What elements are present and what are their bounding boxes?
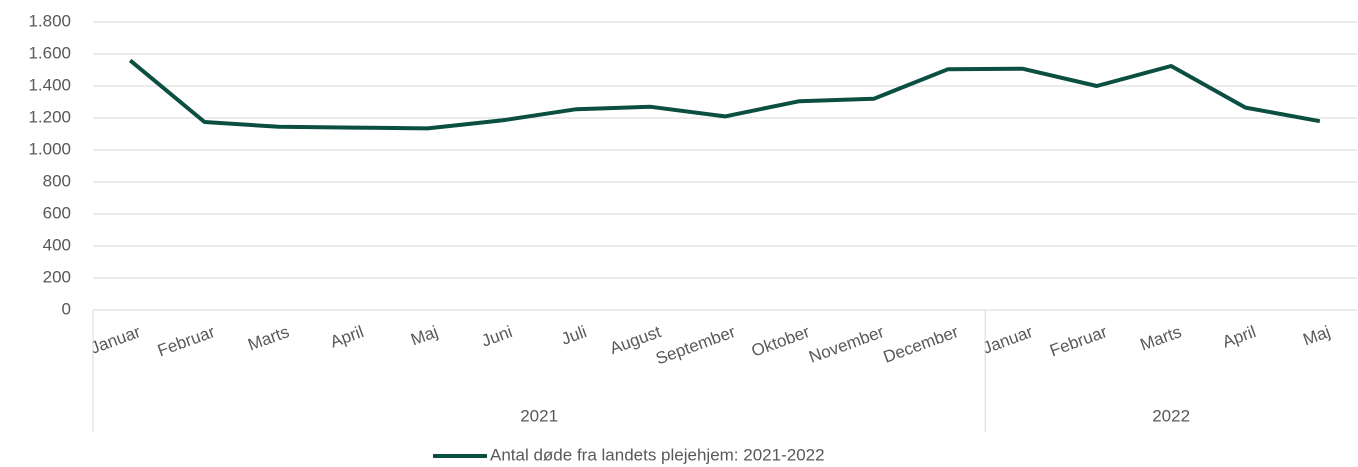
x-tick-label: Oktober: [749, 322, 813, 361]
x-tick-label: April: [328, 322, 366, 351]
x-tick-label: Marts: [1138, 322, 1184, 354]
y-tick-label: 1.400: [28, 75, 71, 94]
x-tick-label: Maj: [1300, 322, 1332, 349]
y-tick-label: 0: [62, 299, 71, 318]
x-tick-label: Juni: [479, 322, 515, 351]
y-tick-label: 1.800: [28, 11, 71, 30]
y-tick-label: 800: [43, 171, 71, 190]
y-tick-label: 1.000: [28, 139, 71, 158]
x-tick-label: Februar: [155, 322, 218, 360]
group-label: 2022: [1152, 406, 1190, 425]
y-tick-label: 600: [43, 203, 71, 222]
x-tick-label: December: [881, 322, 962, 367]
group-label: 2021: [520, 406, 558, 425]
x-tick-label: Maj: [408, 322, 440, 349]
y-tick-label: 1.200: [28, 107, 71, 126]
x-tick-label: April: [1220, 322, 1258, 351]
x-tick-label: September: [653, 322, 738, 368]
x-tick-label: Januar: [980, 322, 1036, 358]
y-tick-label: 400: [43, 235, 71, 254]
y-tick-label: 1.600: [28, 43, 71, 62]
x-tick-label: Juli: [559, 322, 589, 349]
x-tick-label: November: [806, 322, 887, 367]
legend-label: Antal døde fra landets plejehjem: 2021-2…: [490, 445, 825, 464]
data-line: [128, 58, 1321, 131]
x-tick-label: Februar: [1047, 322, 1110, 360]
x-tick-label: Januar: [88, 322, 144, 358]
x-tick-label: Marts: [245, 322, 291, 354]
y-tick-label: 200: [43, 267, 71, 286]
